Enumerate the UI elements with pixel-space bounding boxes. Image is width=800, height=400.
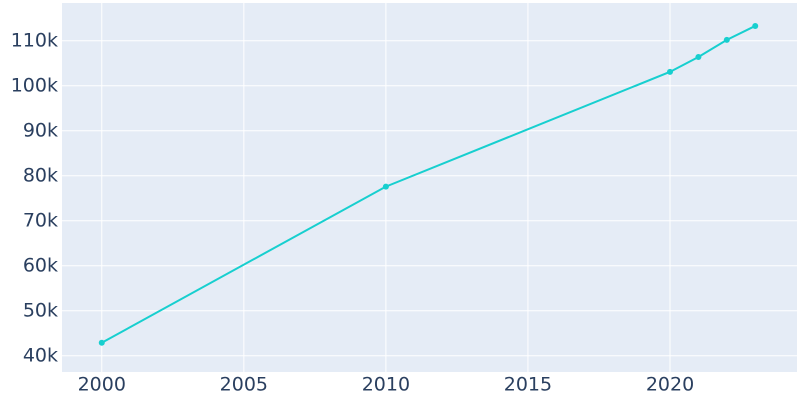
point	[382, 183, 389, 190]
y-tick-label: 60k	[23, 254, 58, 276]
x-tick-label: 2000	[78, 374, 126, 396]
point	[98, 339, 105, 346]
y-tick-label: 100k	[11, 74, 58, 96]
x-tick-label: 2005	[220, 374, 268, 396]
point	[695, 54, 702, 60]
point	[752, 22, 759, 29]
y-tick-label: 40k	[23, 344, 58, 366]
y-tick-label: 80k	[23, 164, 58, 186]
plot-area	[62, 3, 797, 372]
x-tick-label: 2020	[646, 374, 694, 396]
x-tick-label: 2010	[362, 374, 410, 396]
y-tick-label: 70k	[23, 209, 58, 231]
line	[101, 25, 756, 344]
point	[723, 36, 730, 43]
y-tick-label: 90k	[23, 119, 58, 141]
y-tick-label: 50k	[23, 299, 58, 321]
y-tick-label: 110k	[11, 29, 58, 51]
point	[667, 68, 674, 75]
x-tick-label: 2015	[504, 374, 552, 396]
